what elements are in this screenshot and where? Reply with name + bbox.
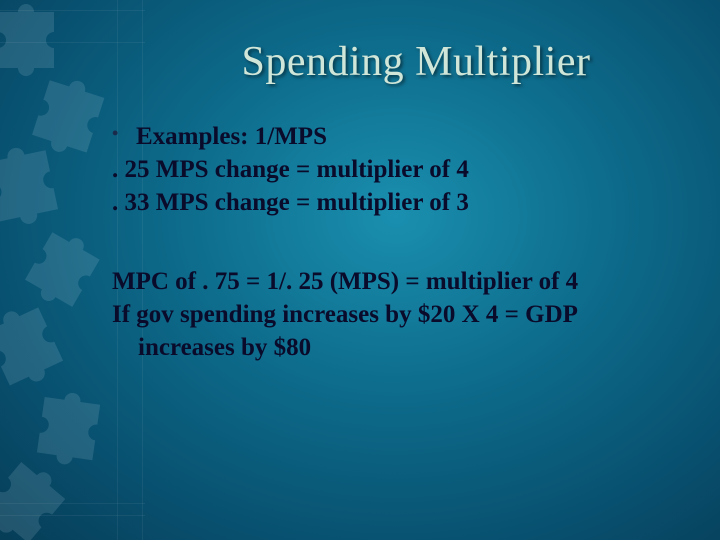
body-line: MPC of . 75 = 1/. 25 (MPS) = multiplier … bbox=[112, 265, 672, 298]
body-line: . 33 MPS change = multiplier of 3 bbox=[112, 186, 672, 219]
slide-title: Spending Multiplier bbox=[160, 38, 672, 86]
slide: Spending Multiplier Examples: 1/MPS . 25… bbox=[0, 0, 720, 540]
slide-body: Examples: 1/MPS . 25 MPS change = multip… bbox=[112, 120, 672, 364]
body-line: If gov spending increases by $20 X 4 = G… bbox=[112, 298, 672, 331]
body-line-runon: increases by $80 bbox=[112, 331, 672, 364]
spacer bbox=[112, 219, 672, 265]
bullet-text: Examples: 1/MPS bbox=[136, 123, 327, 150]
body-line: . 25 MPS change = multiplier of 4 bbox=[112, 153, 672, 186]
bullet-line: Examples: 1/MPS bbox=[112, 120, 672, 153]
